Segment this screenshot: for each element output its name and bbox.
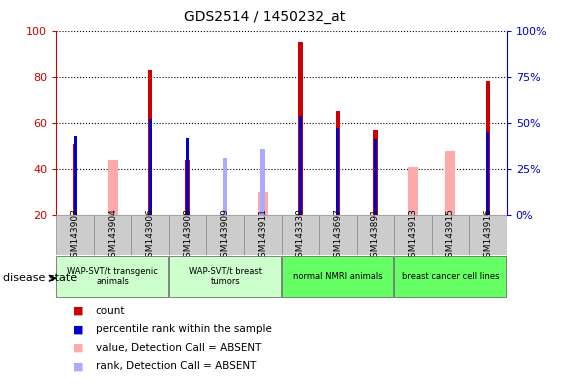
Bar [74, 136, 77, 215]
FancyBboxPatch shape [169, 215, 207, 255]
Bar [336, 111, 340, 215]
Text: GSM143916: GSM143916 [484, 208, 493, 263]
FancyBboxPatch shape [56, 256, 168, 297]
Bar [408, 167, 418, 215]
Text: GSM143909: GSM143909 [221, 208, 230, 263]
Bar [445, 151, 455, 215]
FancyBboxPatch shape [432, 215, 469, 255]
Bar [261, 149, 265, 215]
Text: ■: ■ [73, 306, 84, 316]
FancyBboxPatch shape [169, 256, 281, 297]
Text: GSM143330: GSM143330 [296, 208, 305, 263]
Text: GSM143891: GSM143891 [371, 208, 380, 263]
Bar [336, 128, 339, 215]
Bar [73, 144, 77, 215]
Text: GSM143915: GSM143915 [446, 208, 455, 263]
Bar [258, 192, 267, 215]
FancyBboxPatch shape [394, 215, 432, 255]
Bar [186, 137, 189, 215]
Bar [148, 70, 153, 215]
Bar [373, 130, 378, 215]
Text: disease state: disease state [3, 273, 77, 283]
Text: GSM143913: GSM143913 [408, 208, 417, 263]
Text: GSM143906: GSM143906 [146, 208, 155, 263]
FancyBboxPatch shape [282, 256, 394, 297]
Bar [223, 208, 227, 215]
FancyBboxPatch shape [282, 215, 319, 255]
Text: GDS2514 / 1450232_at: GDS2514 / 1450232_at [184, 10, 345, 23]
Bar [486, 132, 489, 215]
Bar [108, 160, 118, 215]
Text: normal NMRI animals: normal NMRI animals [293, 272, 383, 281]
Text: rank, Detection Call = ABSENT: rank, Detection Call = ABSENT [96, 361, 256, 371]
Bar [223, 158, 227, 215]
Text: count: count [96, 306, 125, 316]
Text: ■: ■ [73, 324, 84, 334]
Text: GSM143911: GSM143911 [258, 208, 267, 263]
Text: percentile rank within the sample: percentile rank within the sample [96, 324, 271, 334]
Bar [149, 119, 151, 215]
FancyBboxPatch shape [131, 215, 169, 255]
Text: ■: ■ [73, 361, 84, 371]
Bar [299, 116, 302, 215]
FancyBboxPatch shape [356, 215, 394, 255]
Text: GSM143908: GSM143908 [183, 208, 192, 263]
Bar [298, 42, 302, 215]
Text: value, Detection Call = ABSENT: value, Detection Call = ABSENT [96, 343, 261, 353]
Bar [185, 160, 190, 215]
Text: WAP-SVT/t transgenic
animals: WAP-SVT/t transgenic animals [67, 267, 158, 286]
Text: GSM143697: GSM143697 [333, 208, 342, 263]
Bar [486, 81, 490, 215]
FancyBboxPatch shape [319, 215, 356, 255]
Bar [374, 139, 377, 215]
Text: GSM143903: GSM143903 [70, 208, 79, 263]
FancyBboxPatch shape [244, 215, 282, 255]
Text: breast cancer cell lines: breast cancer cell lines [401, 272, 499, 281]
Text: GSM143904: GSM143904 [108, 208, 117, 263]
FancyBboxPatch shape [469, 215, 507, 255]
Text: ■: ■ [73, 343, 84, 353]
FancyBboxPatch shape [56, 215, 94, 255]
FancyBboxPatch shape [94, 215, 131, 255]
Text: WAP-SVT/t breast
tumors: WAP-SVT/t breast tumors [189, 267, 262, 286]
FancyBboxPatch shape [207, 215, 244, 255]
FancyBboxPatch shape [394, 256, 506, 297]
